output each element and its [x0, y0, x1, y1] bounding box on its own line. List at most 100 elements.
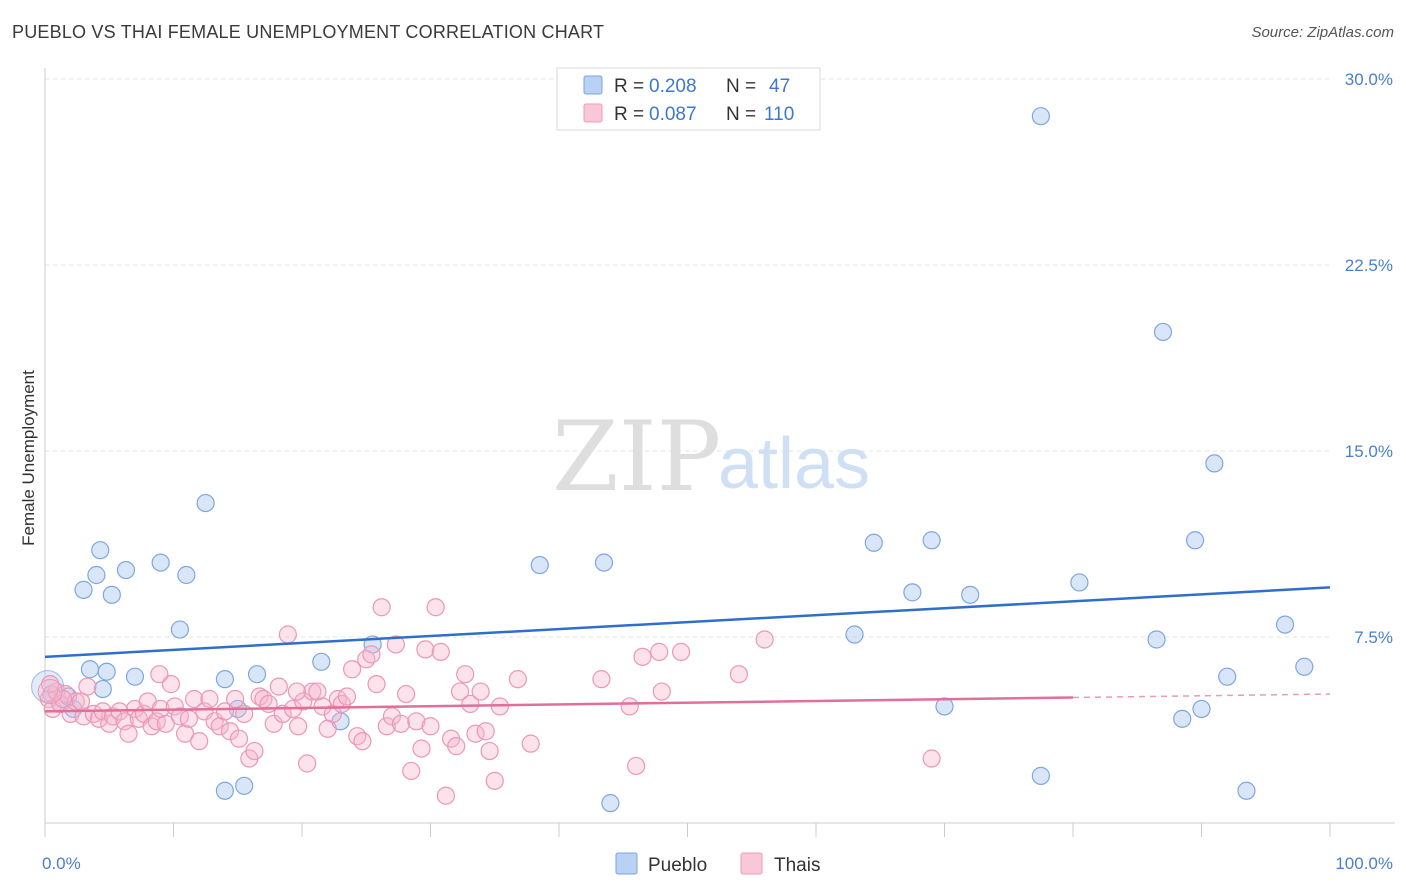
pueblo-point-25: [530, 555, 549, 575]
legend-n-value-pueblo: 47: [769, 76, 790, 97]
thais-point-107: [71, 692, 91, 711]
pueblo-point-46: [1295, 657, 1314, 676]
legend-n-label-thais: N =: [726, 104, 756, 125]
thais-point-78: [421, 717, 440, 736]
pueblo-point-9: [97, 662, 116, 681]
pueblo-point-27: [601, 794, 620, 813]
thais-point-99: [650, 642, 669, 661]
pueblo-point-44: [1237, 781, 1256, 800]
bottom-legend-label-pueblo: Pueblo: [648, 855, 707, 876]
thais-point-33: [200, 689, 219, 709]
pueblo-point-28: [845, 625, 864, 644]
thais-point-103: [755, 630, 774, 649]
thais-point-77: [416, 640, 435, 659]
thais-point-69: [377, 717, 396, 736]
thais-point-95: [592, 670, 611, 689]
thais-point-94: [521, 734, 540, 753]
pueblo-point-45: [1275, 615, 1295, 634]
pueblo-point-14: [170, 620, 190, 639]
thais-point-49: [278, 625, 297, 644]
y-tick-label-3: 30.0%: [1345, 70, 1393, 89]
thais-point-109: [287, 682, 306, 701]
thais-point-80: [431, 642, 450, 661]
pueblo-point-32: [935, 697, 954, 716]
thais-point-100: [652, 682, 671, 701]
thais-point-51: [289, 717, 308, 736]
watermark: ZIP atlas: [552, 401, 870, 513]
legend-r-value-pueblo: 0.208: [649, 76, 697, 97]
thais-point-83: [447, 737, 466, 756]
legend-r-label-thais: R =: [614, 104, 644, 125]
bottom-legend-label-thais: Thais: [774, 855, 820, 876]
pueblo-point-31: [922, 531, 941, 550]
pueblo-point-29: [864, 533, 883, 552]
thais-point-76: [412, 739, 431, 758]
pueblo-point-13: [151, 553, 170, 572]
pueblo-point-21: [247, 665, 267, 684]
thais-point-102: [729, 665, 749, 684]
pueblo-point-16: [196, 493, 215, 513]
gridlines: [45, 78, 1330, 638]
y-tick-label-1: 15.0%: [1345, 442, 1393, 461]
pueblo-point-17: [215, 670, 234, 689]
thais-point-71: [386, 635, 405, 654]
watermark-atlas: atlas: [718, 424, 870, 504]
thais-point-38: [226, 689, 245, 709]
pueblo-point-20: [235, 776, 254, 795]
thais-point-52: [294, 692, 313, 711]
pueblo-point-42: [1205, 454, 1224, 473]
pueblo-point-40: [1185, 531, 1205, 550]
thais-point-108: [150, 665, 169, 684]
thais-point-4: [56, 684, 75, 704]
thais-point-73: [396, 684, 416, 704]
thais-point-47: [269, 677, 288, 696]
thais-point-88: [471, 682, 490, 701]
pueblo-point-37: [1147, 630, 1166, 649]
pueblo-point-36: [1070, 573, 1089, 592]
x-tick-label-0: 0.0%: [42, 854, 81, 873]
thais-point-63: [348, 727, 367, 746]
stats-legend: R = 0.208 N = 47 R = 0.087 N = 110: [556, 67, 821, 131]
legend-n-label-pueblo: N =: [726, 76, 756, 97]
thais-point-79: [426, 598, 445, 617]
pueblo-point-7: [91, 541, 110, 560]
x-tick-labels: 0.0% 100.0%: [42, 854, 1393, 873]
y-tick-label-2: 22.5%: [1345, 256, 1393, 275]
y-tick-label-0: 7.5%: [1354, 628, 1393, 647]
chart-title: PUEBLO VS THAI FEMALE UNEMPLOYMENT CORRE…: [12, 22, 605, 42]
thais-point-84: [450, 682, 470, 701]
thais-points: [37, 598, 941, 805]
thais-point-74: [402, 761, 421, 781]
thais-point-36: [215, 702, 234, 721]
pueblo-point-43: [1218, 667, 1237, 686]
thais-point-25: [161, 675, 181, 694]
thais-point-21: [142, 717, 161, 736]
thais-point-24: [156, 714, 175, 733]
thais-point-64: [353, 732, 372, 751]
pueblo-point-22: [312, 652, 331, 671]
thais-point-48: [273, 704, 292, 723]
y-axis-label: Female Unemployment: [19, 370, 38, 546]
watermark-zip: ZIP: [552, 401, 721, 513]
thais-trend-line: [44, 696, 1074, 713]
thais-point-75: [407, 712, 426, 731]
legend-n-value-thais: 110: [764, 104, 794, 125]
pueblo-point-12: [125, 667, 145, 686]
thais-point-66: [362, 645, 381, 664]
thais-cluster-point: [37, 679, 63, 705]
pueblo-point-10: [102, 585, 121, 604]
pueblo-point-26: [594, 553, 614, 572]
pueblo-point-5: [80, 660, 100, 679]
pueblo-point-6: [87, 565, 106, 585]
pueblo-point-33: [961, 585, 980, 604]
axes: [44, 68, 1395, 837]
thais-point-91: [485, 771, 504, 790]
thais-point-61: [337, 687, 357, 706]
thais-point-93: [508, 670, 527, 689]
pueblo-trend-line: [44, 586, 1331, 659]
thais-point-72: [391, 714, 411, 733]
series-legend: Pueblo Thais: [615, 852, 820, 876]
thais-point-106: [53, 689, 73, 709]
thais-point-89: [476, 722, 495, 741]
